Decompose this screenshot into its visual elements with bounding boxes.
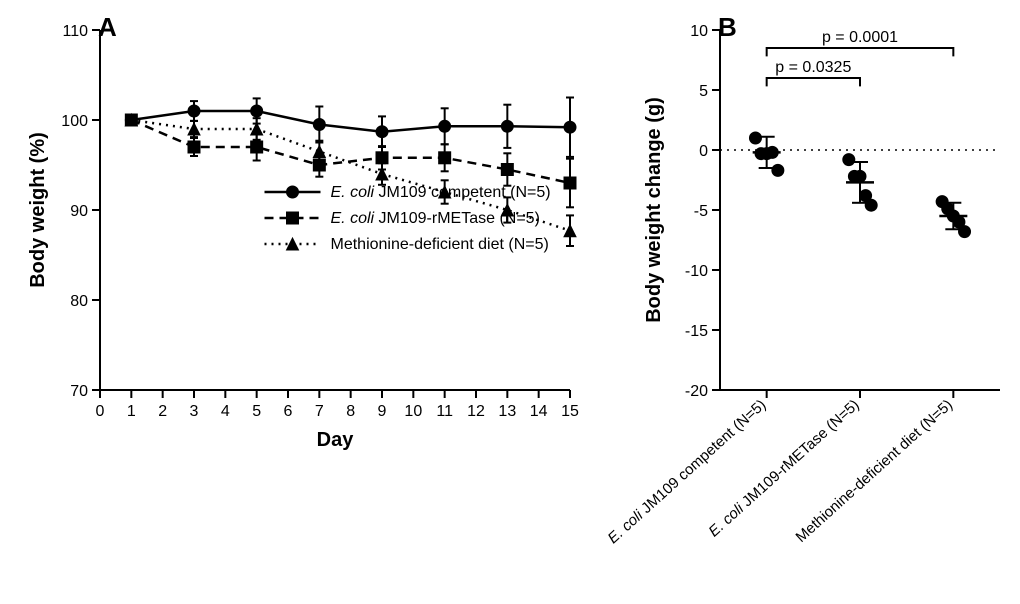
svg-text:5: 5 — [699, 83, 708, 100]
svg-text:E. coli JM109-rMETase (N=5): E. coli JM109-rMETase (N=5) — [331, 210, 540, 227]
svg-text:E. coli JM109 competent (N=5): E. coli JM109 competent (N=5) — [331, 184, 551, 201]
svg-text:13: 13 — [498, 403, 516, 420]
svg-text:Methionine-deficient diet (N=5: Methionine-deficient diet (N=5) — [793, 396, 956, 546]
svg-text:E. coli JM109-rMETase (N=5): E. coli JM109-rMETase (N=5) — [705, 396, 862, 540]
svg-text:-10: -10 — [685, 263, 708, 280]
svg-text:9: 9 — [378, 403, 387, 420]
svg-text:15: 15 — [561, 403, 579, 420]
svg-text:Body weight change (g): Body weight change (g) — [643, 97, 665, 323]
svg-text:Body weight (%): Body weight (%) — [27, 132, 49, 288]
svg-text:8: 8 — [346, 403, 355, 420]
svg-text:100: 100 — [61, 113, 88, 130]
svg-text:10: 10 — [404, 403, 422, 420]
svg-text:p = 0.0001: p = 0.0001 — [822, 29, 898, 46]
svg-text:11: 11 — [436, 403, 453, 420]
figure-svg: 7080901001100123456789101112131415DayBod… — [0, 0, 1020, 604]
svg-text:-20: -20 — [685, 383, 708, 400]
svg-text:70: 70 — [70, 383, 88, 400]
svg-text:B: B — [718, 12, 737, 42]
svg-text:p = 0.0325: p = 0.0325 — [775, 59, 851, 76]
svg-text:90: 90 — [70, 203, 88, 220]
svg-text:3: 3 — [190, 403, 199, 420]
svg-text:110: 110 — [62, 23, 88, 40]
svg-text:1: 1 — [127, 403, 136, 420]
svg-text:0: 0 — [699, 143, 708, 160]
svg-text:A: A — [98, 12, 117, 42]
svg-text:2: 2 — [158, 403, 167, 420]
svg-text:E. coli JM109 competent (N=5): E. coli JM109 competent (N=5) — [605, 396, 770, 547]
svg-text:7: 7 — [315, 403, 324, 420]
svg-text:14: 14 — [530, 403, 548, 420]
svg-text:5: 5 — [252, 403, 261, 420]
svg-text:80: 80 — [70, 293, 88, 310]
figure-root: 7080901001100123456789101112131415DayBod… — [0, 0, 1020, 604]
svg-text:12: 12 — [467, 403, 485, 420]
svg-text:-15: -15 — [685, 323, 708, 340]
svg-text:Day: Day — [317, 429, 355, 451]
svg-text:-5: -5 — [694, 203, 708, 220]
svg-text:0: 0 — [96, 403, 105, 420]
svg-text:4: 4 — [221, 403, 230, 420]
svg-text:10: 10 — [690, 23, 708, 40]
svg-text:6: 6 — [284, 403, 293, 420]
svg-text:Methionine-deficient diet (N=5: Methionine-deficient diet (N=5) — [331, 236, 549, 253]
